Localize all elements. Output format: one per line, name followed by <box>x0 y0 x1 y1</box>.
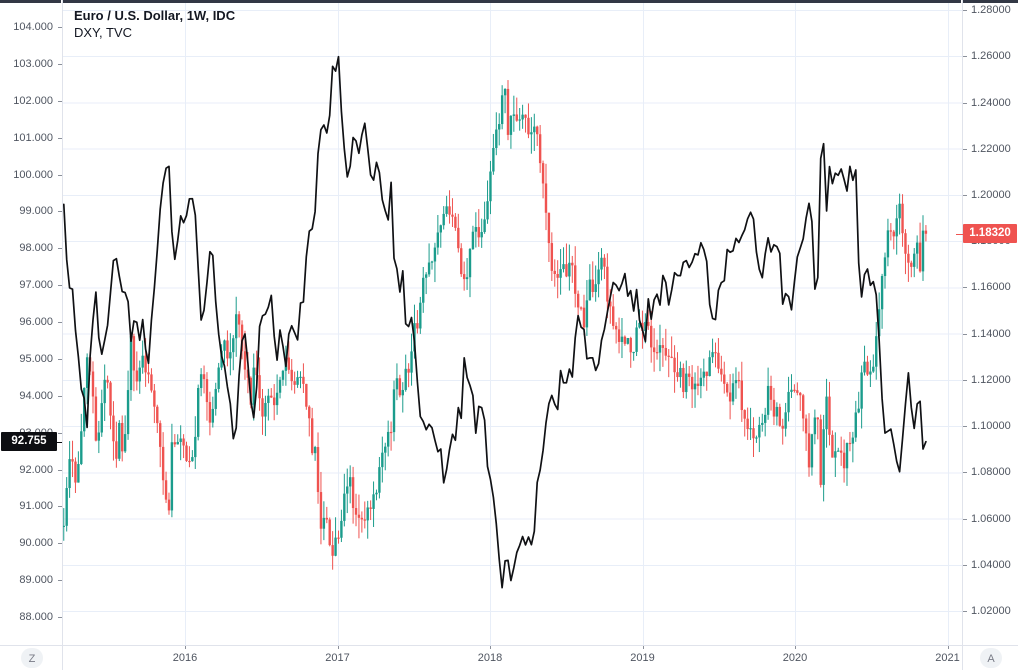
left-axis-tick-label: 89.000 <box>19 574 53 587</box>
time-axis-tick <box>948 645 949 649</box>
window-top-edge <box>63 0 961 3</box>
left-axis-tick-label: 88.000 <box>19 611 53 623</box>
time-axis[interactable]: 2016 2017 2018 2019 2020 2021 <box>62 645 962 670</box>
right-axis-tick-label: 1.02000 <box>971 605 1011 617</box>
left-axis-tick-label: 104.000 <box>13 21 53 33</box>
right-scale-mode-button[interactable]: A <box>980 648 1002 668</box>
right-axis-tick-label: 1.16000 <box>971 281 1011 294</box>
left-axis-tick-label: 94.000 <box>19 389 53 402</box>
right-axis-tick-label: 1.24000 <box>971 96 1011 109</box>
left-axis-tick <box>58 395 62 397</box>
right-axis-tick-label: 1.10000 <box>971 420 1011 433</box>
left-axis-tick-label: 101.000 <box>13 131 53 144</box>
time-axis-tick-label: 2019 <box>630 652 655 664</box>
right-axis-tick <box>963 10 967 11</box>
left-axis-tick-label: 90.000 <box>19 537 53 550</box>
left-price-axis[interactable]: 92.755 104.000 103.000 102.000 101.000 100.0… <box>0 0 62 645</box>
left-axis-tick <box>58 63 62 65</box>
left-axis-tick-label: 95.000 <box>19 352 53 365</box>
right-axis-tick-label: 1.22000 <box>971 142 1011 155</box>
right-axis-tick-label: 1.06000 <box>971 512 1011 525</box>
left-axis-tick <box>58 469 62 471</box>
time-axis-tick-label: 2017 <box>325 652 350 664</box>
time-axis-tick-label: 2021 <box>935 652 960 664</box>
right-axis-tick <box>963 518 967 520</box>
left-axis-tick <box>58 432 62 434</box>
eurusd-last-price-badge: 1.18320 <box>963 224 1017 244</box>
right-price-axis[interactable]: 1.18320 1.28000 1.26000 1.24000 1.22000 1.20… <box>963 0 1018 645</box>
right-axis-tick-label: 1.08000 <box>971 466 1011 479</box>
right-axis-tick <box>963 148 967 150</box>
left-axis-tick <box>58 27 62 28</box>
left-axis-tick <box>58 248 62 250</box>
right-axis-tick <box>963 287 967 289</box>
time-axis-tick <box>643 645 644 649</box>
left-axis-tick <box>58 617 62 618</box>
left-axis-tick-label: 91.000 <box>19 500 53 513</box>
time-axis-tick <box>338 645 339 649</box>
right-axis-tick-label: 1.20000 <box>971 188 1011 201</box>
left-axis-tick-label: 99.000 <box>19 205 53 218</box>
right-axis-tick <box>963 426 967 428</box>
left-axis-border <box>62 0 63 670</box>
right-axis-tick-label: 1.26000 <box>971 50 1011 63</box>
left-axis-tick-label: 100.000 <box>13 168 53 181</box>
left-axis-tick <box>58 358 62 360</box>
left-axis-tick <box>58 100 62 102</box>
right-axis-tick <box>963 611 967 612</box>
left-axis-tick <box>58 543 62 545</box>
right-axis-tick <box>963 564 967 566</box>
right-axis-tick <box>963 333 967 335</box>
left-axis-tick-label: 96.000 <box>19 316 53 328</box>
left-axis-tick-label: 92.000 <box>19 463 53 476</box>
right-axis-tick <box>963 102 967 104</box>
right-axis-tick-label: 1.12000 <box>971 373 1011 386</box>
left-axis-tick-label: 103.000 <box>13 57 53 70</box>
left-axis-tick-label: 97.000 <box>19 279 53 292</box>
right-axis-tick-label: 1.28000 <box>971 4 1011 16</box>
eurusd-badge-tick <box>956 233 963 235</box>
window-top-edge <box>0 0 61 3</box>
time-axis-border <box>0 645 1018 646</box>
plot-area[interactable]: Euro / U.S. Dollar, 1W, IDC DXY, TVC <box>62 0 962 645</box>
dxy-badge-tick <box>57 441 62 443</box>
left-axis-tick <box>58 322 62 323</box>
price-chart-canvas[interactable] <box>62 0 962 645</box>
left-axis-tick-label: 102.000 <box>13 94 53 107</box>
left-axis-tick <box>58 137 62 139</box>
left-scale-mode-button[interactable]: Z <box>21 648 43 668</box>
right-axis-tick <box>963 379 967 381</box>
time-axis-tick-label: 2018 <box>477 652 503 664</box>
left-axis-tick-label: 98.000 <box>19 242 53 255</box>
left-axis-tick <box>58 174 62 176</box>
dxy-last-price-badge: 92.755 <box>1 432 57 452</box>
right-axis-tick <box>963 56 967 58</box>
time-axis-tick <box>795 645 796 649</box>
window-top-edge <box>963 0 1018 3</box>
time-axis-tick <box>490 645 491 649</box>
left-axis-tick <box>58 580 62 582</box>
right-axis-tick <box>963 194 967 196</box>
left-axis-tick <box>58 211 62 213</box>
left-axis-tick <box>58 285 62 287</box>
right-axis-tick-label: 1.04000 <box>971 558 1011 571</box>
left-axis-tick <box>58 506 62 508</box>
right-axis-tick-label: 1.14000 <box>971 327 1011 340</box>
right-axis-border <box>962 0 963 670</box>
time-axis-tick-label: 2020 <box>782 652 808 664</box>
time-axis-tick <box>185 645 186 649</box>
right-axis-tick <box>963 472 967 474</box>
time-axis-tick-label: 2016 <box>172 652 198 664</box>
